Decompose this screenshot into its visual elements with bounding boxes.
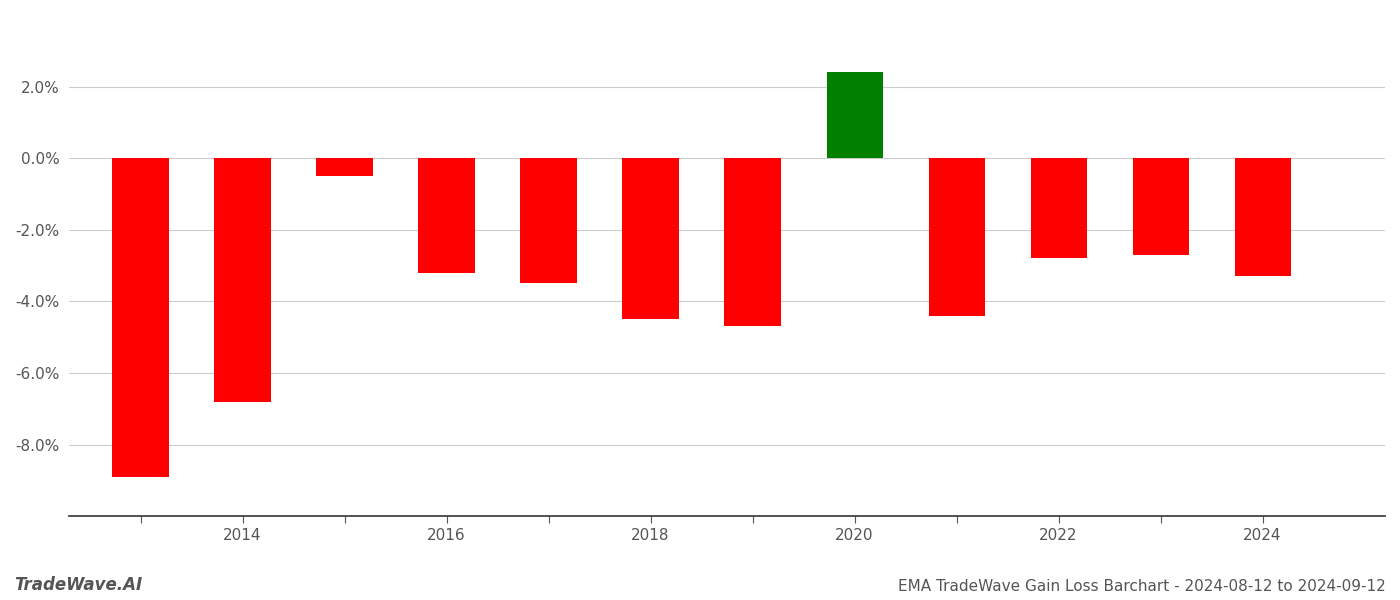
Bar bbox=[623, 158, 679, 319]
Bar bbox=[214, 158, 270, 401]
Bar bbox=[724, 158, 781, 326]
Bar bbox=[521, 158, 577, 283]
Bar bbox=[826, 72, 882, 158]
Bar bbox=[316, 158, 372, 176]
Bar bbox=[1235, 158, 1291, 277]
Bar bbox=[419, 158, 475, 273]
Text: TradeWave.AI: TradeWave.AI bbox=[14, 576, 143, 594]
Bar bbox=[1030, 158, 1086, 259]
Bar bbox=[928, 158, 984, 316]
Text: EMA TradeWave Gain Loss Barchart - 2024-08-12 to 2024-09-12: EMA TradeWave Gain Loss Barchart - 2024-… bbox=[899, 579, 1386, 594]
Bar bbox=[112, 158, 168, 477]
Bar bbox=[1133, 158, 1189, 255]
